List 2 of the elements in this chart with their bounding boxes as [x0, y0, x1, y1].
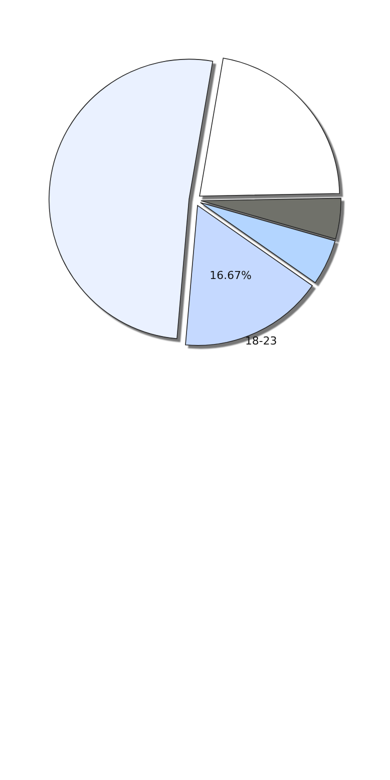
slice-label: 18-23: [245, 334, 278, 348]
data-label: 16.67%: [210, 269, 252, 282]
